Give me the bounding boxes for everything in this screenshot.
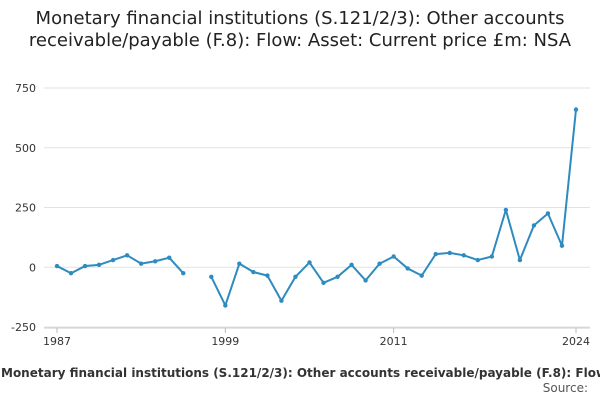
data-point[interactable] (517, 257, 523, 263)
data-point[interactable] (433, 251, 438, 257)
data-point[interactable] (475, 257, 481, 263)
x-axis-tick-labels: 1987 1999 2011 2024 (43, 335, 590, 348)
data-point[interactable] (503, 207, 509, 213)
data-point[interactable] (363, 278, 368, 283)
data-point[interactable] (251, 269, 256, 275)
data-point[interactable] (82, 263, 88, 269)
data-point[interactable] (545, 211, 551, 216)
y-tick-label: 0 (29, 261, 36, 274)
legend: Monetary financial institutions (S.121/2… (0, 364, 600, 382)
data-point[interactable] (223, 303, 228, 308)
series-line-segment (56, 254, 184, 275)
data-point[interactable] (489, 254, 495, 259)
x-axis (44, 327, 590, 333)
y-tick-label: 250 (15, 202, 36, 215)
y-tick-label: 750 (15, 82, 36, 95)
data-point[interactable] (96, 262, 102, 268)
data-point[interactable] (377, 261, 382, 266)
data-point[interactable] (293, 274, 298, 280)
y-axis-tick-labels: 750 500 250 0 -250 (11, 82, 36, 334)
data-point[interactable] (321, 280, 326, 285)
data-point[interactable] (559, 243, 565, 248)
x-tick-label: 1999 (211, 335, 239, 348)
data-point[interactable] (237, 261, 242, 266)
source-label: Source: (542, 381, 588, 395)
data-point[interactable] (447, 250, 452, 256)
data-point[interactable] (419, 273, 424, 278)
data-point[interactable] (335, 274, 340, 280)
data-point[interactable] (209, 274, 214, 280)
data-point[interactable] (405, 266, 410, 271)
data-point[interactable] (531, 223, 537, 228)
data-point[interactable] (181, 271, 186, 276)
data-point[interactable] (138, 261, 144, 266)
data-point[interactable] (349, 262, 354, 268)
data-point[interactable] (167, 255, 172, 260)
data-point[interactable] (54, 263, 60, 269)
data-point[interactable] (461, 253, 466, 258)
data-point[interactable] (68, 271, 74, 276)
data-point[interactable] (279, 298, 284, 303)
data-point[interactable] (307, 260, 312, 265)
chart-title: Monetary financial institutions (S.121/2… (28, 8, 572, 51)
data-points (54, 107, 579, 308)
data-point[interactable] (391, 254, 396, 259)
data-point[interactable] (124, 253, 130, 258)
x-tick-label: 2011 (380, 335, 408, 348)
data-point[interactable] (265, 273, 270, 278)
grid-lines (44, 87, 590, 328)
legend-label: Monetary financial institutions (S.121/2… (1, 366, 600, 380)
y-tick-label: -250 (11, 321, 36, 334)
data-point[interactable] (152, 259, 158, 264)
x-tick-label: 1987 (43, 335, 71, 348)
x-tick-label: 2024 (562, 335, 590, 348)
data-point[interactable] (573, 107, 579, 112)
y-tick-label: 500 (15, 142, 36, 155)
data-point[interactable] (110, 257, 116, 263)
